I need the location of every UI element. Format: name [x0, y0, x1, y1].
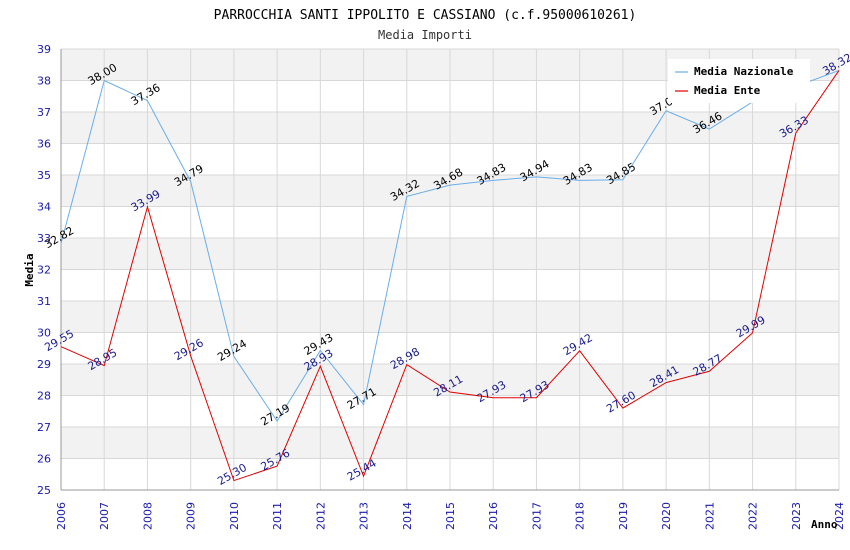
y-tick-label: 39 — [37, 43, 51, 56]
data-label: 27.19 — [258, 401, 292, 428]
y-axis-label: Media — [23, 253, 36, 286]
series-lines — [60, 69, 840, 482]
y-axis-ticks: 25 26 27 28 29 30 31 32 33 34 35 36 37 38 39 — [37, 43, 51, 497]
x-tick-label: 2019 — [617, 502, 630, 530]
x-tick-label: 2010 — [228, 502, 241, 530]
series-line-1 — [60, 70, 840, 482]
legend-label-ente: Media Ente — [694, 84, 761, 97]
y-tick-label: 31 — [37, 295, 51, 308]
x-tick-label: 2008 — [141, 502, 154, 530]
data-label: 25.44 — [345, 457, 379, 484]
y-tick-label: 37 — [37, 106, 51, 119]
data-label: 29.42 — [561, 331, 595, 358]
x-tick-label: 2012 — [314, 502, 327, 530]
y-tick-label: 35 — [37, 169, 51, 182]
y-tick-label: 25 — [37, 484, 51, 497]
x-tick-label: 2024 — [833, 502, 846, 530]
x-tick-label: 2015 — [444, 502, 457, 530]
x-tick-label: 2016 — [487, 502, 500, 530]
axes — [60, 49, 839, 491]
data-label: 25.30 — [215, 461, 249, 488]
x-tick-label: 2021 — [703, 502, 716, 530]
series-line-0 — [60, 69, 840, 422]
x-tick-label: 2018 — [574, 502, 587, 530]
x-axis-ticks: 2006 2007 2008 2009 2010 2011 2012 2013 2014 2015… — [55, 502, 846, 530]
data-label: 37.36 — [129, 81, 163, 108]
chart-subtitle: Media Importi — [378, 28, 472, 42]
y-tick-label: 32 — [37, 264, 51, 277]
x-tick-label: 2006 — [55, 502, 68, 530]
x-tick-label: 2022 — [747, 502, 760, 530]
x-tick-label: 2013 — [358, 502, 371, 530]
y-tick-label: 34 — [37, 201, 51, 214]
y-tick-label: 28 — [37, 390, 51, 403]
x-tick-label: 2020 — [660, 502, 673, 530]
y-tick-label: 29 — [37, 358, 51, 371]
x-tick-label: 2023 — [790, 502, 803, 530]
x-tick-label: 2014 — [401, 502, 414, 530]
legend: Media Nazionale Media Ente — [668, 59, 810, 103]
x-tick-label: 2017 — [530, 502, 543, 530]
x-tick-label: 2009 — [185, 502, 198, 530]
y-tick-label: 36 — [37, 138, 51, 151]
legend-label-nazionale: Media Nazionale — [694, 65, 794, 78]
y-tick-label: 27 — [37, 421, 51, 434]
data-label: 29.24 — [215, 337, 249, 364]
data-label: 29.26 — [172, 336, 206, 363]
x-tick-label: 2007 — [98, 502, 111, 530]
y-tick-label: 30 — [37, 327, 51, 340]
y-tick-label: 38 — [37, 75, 51, 88]
y-tick-label: 26 — [37, 453, 51, 466]
y-tick-label: 33 — [37, 232, 51, 245]
x-tick-label: 2011 — [271, 502, 284, 530]
legend-box — [668, 59, 810, 103]
chart-title: PARROCCHIA SANTI IPPOLITO E CASSIANO (c.… — [214, 8, 637, 23]
x-axis-label: Anno — [811, 518, 838, 531]
